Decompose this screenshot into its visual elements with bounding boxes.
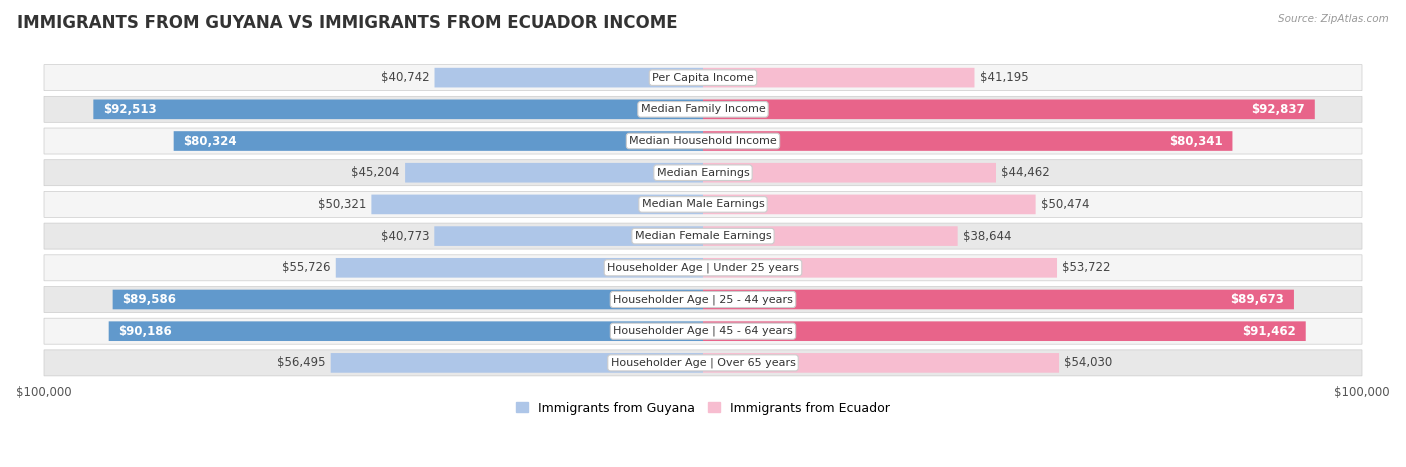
FancyBboxPatch shape <box>371 195 703 214</box>
Text: Median Family Income: Median Family Income <box>641 104 765 114</box>
FancyBboxPatch shape <box>703 163 995 183</box>
Text: $92,513: $92,513 <box>103 103 157 116</box>
Text: $53,722: $53,722 <box>1063 262 1111 274</box>
Text: $50,321: $50,321 <box>318 198 366 211</box>
Text: $45,204: $45,204 <box>352 166 399 179</box>
Text: $89,673: $89,673 <box>1230 293 1284 306</box>
Text: $89,586: $89,586 <box>122 293 177 306</box>
Text: Householder Age | 45 - 64 years: Householder Age | 45 - 64 years <box>613 326 793 336</box>
Text: $54,030: $54,030 <box>1064 356 1112 369</box>
FancyBboxPatch shape <box>44 318 1362 344</box>
FancyBboxPatch shape <box>434 68 703 87</box>
FancyBboxPatch shape <box>174 131 703 151</box>
Text: Source: ZipAtlas.com: Source: ZipAtlas.com <box>1278 14 1389 24</box>
FancyBboxPatch shape <box>703 195 1036 214</box>
FancyBboxPatch shape <box>44 191 1362 218</box>
Text: $40,742: $40,742 <box>381 71 429 84</box>
FancyBboxPatch shape <box>405 163 703 183</box>
Text: $92,837: $92,837 <box>1251 103 1305 116</box>
FancyBboxPatch shape <box>44 255 1362 281</box>
Text: $40,773: $40,773 <box>381 230 429 242</box>
Text: Householder Age | 25 - 44 years: Householder Age | 25 - 44 years <box>613 294 793 305</box>
Text: $50,474: $50,474 <box>1040 198 1090 211</box>
FancyBboxPatch shape <box>44 350 1362 376</box>
FancyBboxPatch shape <box>336 258 703 277</box>
FancyBboxPatch shape <box>330 353 703 373</box>
Text: $55,726: $55,726 <box>283 262 330 274</box>
Text: $38,644: $38,644 <box>963 230 1011 242</box>
FancyBboxPatch shape <box>703 321 1306 341</box>
Text: Median Female Earnings: Median Female Earnings <box>634 231 772 241</box>
FancyBboxPatch shape <box>703 258 1057 277</box>
Text: Per Capita Income: Per Capita Income <box>652 73 754 83</box>
FancyBboxPatch shape <box>44 64 1362 91</box>
FancyBboxPatch shape <box>44 160 1362 186</box>
FancyBboxPatch shape <box>108 321 703 341</box>
FancyBboxPatch shape <box>703 99 1315 119</box>
FancyBboxPatch shape <box>44 286 1362 312</box>
Text: IMMIGRANTS FROM GUYANA VS IMMIGRANTS FROM ECUADOR INCOME: IMMIGRANTS FROM GUYANA VS IMMIGRANTS FRO… <box>17 14 678 32</box>
FancyBboxPatch shape <box>93 99 703 119</box>
Text: $80,324: $80,324 <box>184 134 238 148</box>
FancyBboxPatch shape <box>44 96 1362 122</box>
FancyBboxPatch shape <box>44 128 1362 154</box>
Text: Median Household Income: Median Household Income <box>628 136 778 146</box>
Text: $91,462: $91,462 <box>1241 325 1296 338</box>
Text: Median Male Earnings: Median Male Earnings <box>641 199 765 209</box>
FancyBboxPatch shape <box>703 131 1233 151</box>
Text: Householder Age | Under 25 years: Householder Age | Under 25 years <box>607 262 799 273</box>
FancyBboxPatch shape <box>703 290 1294 309</box>
Legend: Immigrants from Guyana, Immigrants from Ecuador: Immigrants from Guyana, Immigrants from … <box>510 396 896 420</box>
Text: Median Earnings: Median Earnings <box>657 168 749 178</box>
Text: $41,195: $41,195 <box>980 71 1028 84</box>
Text: $90,186: $90,186 <box>118 325 173 338</box>
Text: $80,341: $80,341 <box>1168 134 1223 148</box>
FancyBboxPatch shape <box>112 290 703 309</box>
FancyBboxPatch shape <box>44 223 1362 249</box>
Text: $56,495: $56,495 <box>277 356 325 369</box>
FancyBboxPatch shape <box>434 226 703 246</box>
FancyBboxPatch shape <box>703 68 974 87</box>
Text: Householder Age | Over 65 years: Householder Age | Over 65 years <box>610 358 796 368</box>
FancyBboxPatch shape <box>703 353 1059 373</box>
FancyBboxPatch shape <box>703 226 957 246</box>
Text: $44,462: $44,462 <box>1001 166 1050 179</box>
